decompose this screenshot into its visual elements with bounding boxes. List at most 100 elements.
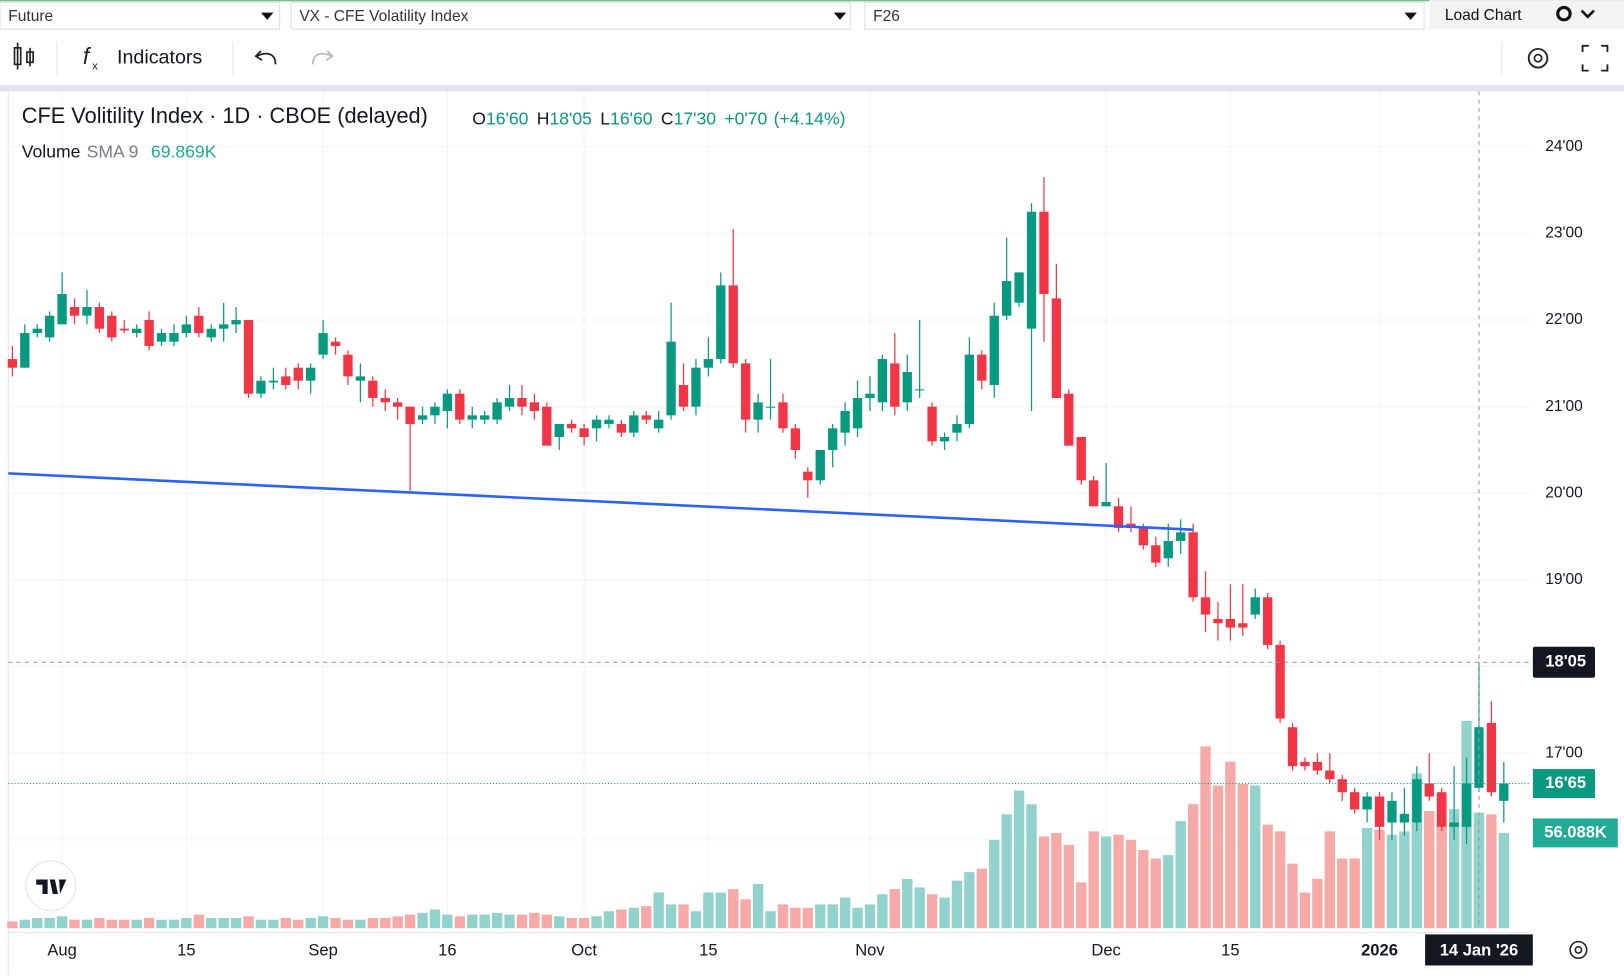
type-select[interactable]: [0, 1, 281, 30]
volume-bar: [566, 918, 577, 929]
candle-body: [1238, 623, 1248, 628]
volume-bar: [417, 912, 428, 929]
candle-body: [119, 328, 129, 331]
volume-bar: [926, 894, 938, 929]
volume-last-label: 56.088K: [1544, 822, 1607, 841]
volume-bar: [491, 912, 503, 929]
candle-body: [567, 424, 577, 429]
x-tick-label: 2026: [1361, 940, 1398, 959]
volume-bar: [1374, 829, 1385, 929]
candle-body: [1138, 527, 1149, 546]
candle-body: [1225, 618, 1236, 628]
chart-title: CFE Volitility Index · 1D · CBOE (delaye…: [22, 103, 428, 128]
candle-body: [156, 333, 167, 342]
volume-bar: [479, 914, 490, 929]
candle-body: [1437, 792, 1447, 827]
symbol-select[interactable]: [290, 1, 851, 30]
volume-bar: [839, 897, 851, 929]
fx-icon[interactable]: f: [83, 43, 92, 69]
reset-center: [1574, 946, 1583, 954]
candle-body: [318, 333, 328, 355]
candle-body: [1300, 761, 1310, 767]
candle-body: [94, 307, 105, 329]
candle-body: [517, 398, 527, 407]
candle-body: [243, 320, 254, 394]
volume-bar: [32, 918, 43, 929]
volume-bar: [578, 918, 590, 929]
x-tick-label: 15: [1221, 940, 1239, 959]
caret: [833, 12, 847, 20]
candle-body: [1461, 783, 1472, 827]
volume-bar: [317, 916, 329, 929]
chart-toolbar: f x Indicators: [13, 41, 1609, 75]
volume-bar: [106, 919, 117, 929]
candle-body: [7, 359, 18, 368]
volume-bar: [529, 912, 540, 929]
volume-bar: [81, 919, 93, 929]
volume-bar: [1448, 809, 1460, 929]
candle-body: [1412, 779, 1422, 823]
candle-body: [591, 419, 602, 429]
plot: 16'0017'0018'0019'0020'0021'0022'0023'00…: [7, 91, 1618, 966]
candle-body: [728, 285, 738, 364]
candle-body: [1399, 813, 1410, 823]
volume-bar: [119, 919, 130, 929]
candle-body: [355, 376, 366, 381]
volume-bar: [827, 904, 838, 929]
chevron: [1580, 9, 1595, 19]
volume-bar: [156, 919, 167, 929]
candle-body: [69, 307, 80, 316]
volume-name: Volume: [22, 141, 81, 161]
contract-select[interactable]: [864, 1, 1425, 30]
volume-bar: [1063, 844, 1074, 929]
redo-button[interactable]: [311, 50, 334, 65]
candle-body: [504, 398, 515, 407]
tv-logo: [25, 860, 77, 912]
candle-body: [765, 406, 776, 408]
volume-bar: [641, 906, 652, 929]
volume-bar: [976, 868, 987, 929]
volume-bar: [1399, 831, 1410, 929]
volume-bar: [330, 918, 341, 929]
candle-body: [393, 402, 403, 407]
y-tick-label: 21'00: [1545, 398, 1583, 415]
candle-body: [231, 320, 241, 325]
crosshair-price-box: [1532, 646, 1595, 678]
candle-type-icon[interactable]: [13, 42, 34, 70]
volume-bar: [1361, 827, 1373, 929]
legend-value: 16'60: [610, 108, 653, 128]
volume-bar: [1150, 858, 1161, 929]
symbol-bar: Future VX - CFE Volatility Index F26 Loa…: [0, 0, 1624, 30]
fullscreen-button[interactable]: [1581, 44, 1609, 72]
candle-body: [952, 424, 962, 433]
reset-button[interactable]: [1569, 940, 1588, 960]
candle-body: [430, 406, 440, 416]
candle-body: [1200, 597, 1211, 615]
logo-mark: [36, 879, 67, 895]
volume-last-box: [1532, 818, 1618, 848]
load-chart-text: Load Chart: [1445, 7, 1522, 24]
y-tick-label: 23'00: [1545, 225, 1583, 242]
caret: [1404, 12, 1417, 20]
candle-body: [467, 415, 477, 420]
candle-body: [1449, 822, 1459, 827]
x-tick-label: Oct: [571, 940, 597, 959]
settings-button[interactable]: [1527, 47, 1549, 69]
x-tick-label: 15: [177, 940, 195, 959]
volume-bar: [1498, 832, 1509, 929]
candle-body: [405, 406, 415, 425]
candle-body: [1188, 532, 1198, 598]
volume-bar: [19, 919, 30, 929]
volume-bar: [1349, 858, 1360, 929]
legend-value: 17'30: [674, 108, 717, 128]
gear-icon[interactable]: [1556, 5, 1572, 22]
logo-circle: [25, 860, 77, 912]
candle-body: [343, 354, 353, 377]
fx-sub: x: [92, 60, 98, 72]
indicators-button[interactable]: Indicators: [117, 46, 202, 68]
undo-button[interactable]: [254, 50, 277, 65]
legend-change-pct: (+4.14%): [774, 108, 846, 128]
candle-body: [1076, 436, 1086, 481]
volume-bar: [429, 909, 441, 929]
volume-bar: [1125, 839, 1137, 929]
